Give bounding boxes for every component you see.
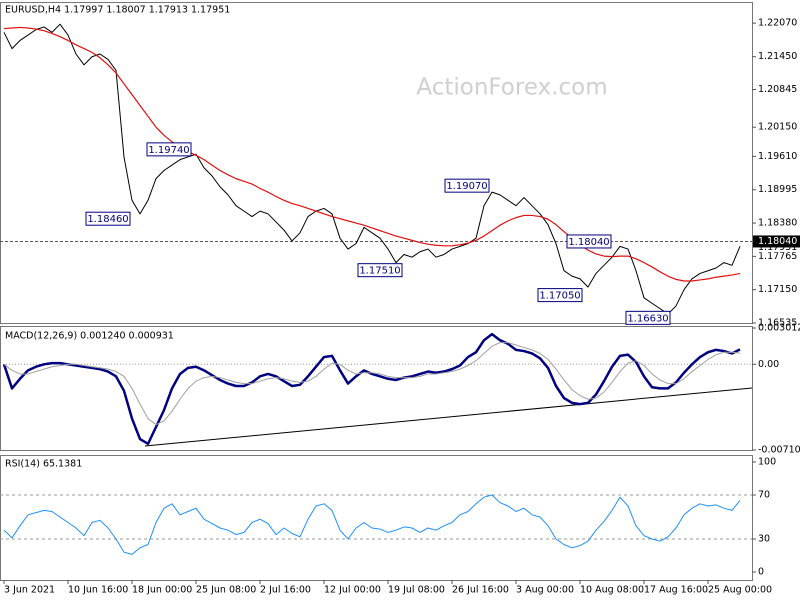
x-tick-label: 26 Jul 16:00 bbox=[452, 585, 509, 596]
panel-title: EURUSD,H4 1.17997 1.18007 1.17913 1.1795… bbox=[5, 5, 230, 16]
annotation-box bbox=[625, 310, 671, 325]
y-tick-label: 1.17150 bbox=[758, 284, 797, 295]
rsi-panel bbox=[0, 455, 753, 581]
y-tick-label: 1.20150 bbox=[758, 122, 797, 133]
y-tick-label: 1.18995 bbox=[758, 184, 797, 195]
y-tick-label: 0.00 bbox=[758, 359, 779, 370]
watermark: ActionForex.com bbox=[416, 75, 607, 101]
macd-panel bbox=[0, 326, 753, 451]
x-tick-label: 2 Jul 16:00 bbox=[260, 585, 311, 596]
annotation-label: 1.18040 bbox=[568, 237, 609, 248]
x-tick-label: 25 Jun 08:00 bbox=[196, 585, 256, 596]
series-line bbox=[2, 332, 741, 446]
y-tick-label: 70 bbox=[758, 490, 770, 501]
annotation-label: 1.16630 bbox=[627, 313, 668, 324]
x-tick-label: 3 Aug 00:00 bbox=[516, 585, 574, 596]
x-tick-label: 3 Jun 2021 bbox=[4, 585, 55, 596]
series-line bbox=[3, 23, 741, 315]
y-tick-label: 1.22070 bbox=[758, 18, 797, 29]
annotation-label: 1.17510 bbox=[359, 266, 400, 277]
y-tick-label: 1.16535 bbox=[758, 318, 797, 329]
y-tick-label: 0.003012 bbox=[758, 323, 800, 334]
price-panel bbox=[0, 2, 753, 324]
y-tick-label: 0 bbox=[758, 567, 764, 578]
annotation-box bbox=[537, 288, 583, 303]
series-line bbox=[3, 494, 741, 555]
annotation-box bbox=[357, 263, 403, 278]
annotation-box bbox=[444, 178, 490, 193]
annotation-label: 1.19740 bbox=[148, 145, 189, 156]
price-tag bbox=[753, 235, 800, 248]
annotation-label: 1.18460 bbox=[87, 214, 128, 225]
y-tick-label: 1.21450 bbox=[758, 51, 797, 62]
y-tick-label: 30 bbox=[758, 534, 770, 545]
x-tick-label: 19 Jul 08:00 bbox=[388, 585, 445, 596]
annotation-box bbox=[85, 211, 131, 226]
annotation-label: 1.17050 bbox=[539, 291, 580, 302]
x-tick-label: 17 Aug 16:00 bbox=[644, 585, 708, 596]
y-tick-label: 1.19610 bbox=[758, 151, 797, 162]
trend-line bbox=[144, 387, 753, 447]
x-tick-label: 25 Aug 00:00 bbox=[708, 585, 772, 596]
series-line bbox=[3, 26, 741, 282]
x-tick-label: 18 Jun 00:00 bbox=[132, 585, 192, 596]
y-tick-label: 100 bbox=[758, 457, 776, 468]
y-tick-label: 1.20845 bbox=[758, 84, 797, 95]
x-tick-label: 12 Jul 00:00 bbox=[324, 585, 381, 596]
y-tick-label: 1.17765 bbox=[758, 251, 797, 262]
annotation-box bbox=[146, 142, 192, 157]
y-tick-label: 1.18380 bbox=[758, 218, 797, 229]
price-tag-label: 1.18040 bbox=[758, 236, 797, 247]
series-line bbox=[3, 342, 741, 426]
annotation-label: 1.19070 bbox=[446, 181, 487, 192]
panel-title: RSI(14) 65.1381 bbox=[5, 459, 82, 470]
annotation-box bbox=[566, 234, 612, 249]
x-tick-label: 10 Jun 16:00 bbox=[68, 585, 128, 596]
panel-title: MACD(12,26,9) 0.001240 0.000931 bbox=[5, 331, 174, 342]
y-tick-label: -0.007109 bbox=[758, 445, 800, 456]
x-tick-label: 10 Aug 08:00 bbox=[580, 585, 644, 596]
